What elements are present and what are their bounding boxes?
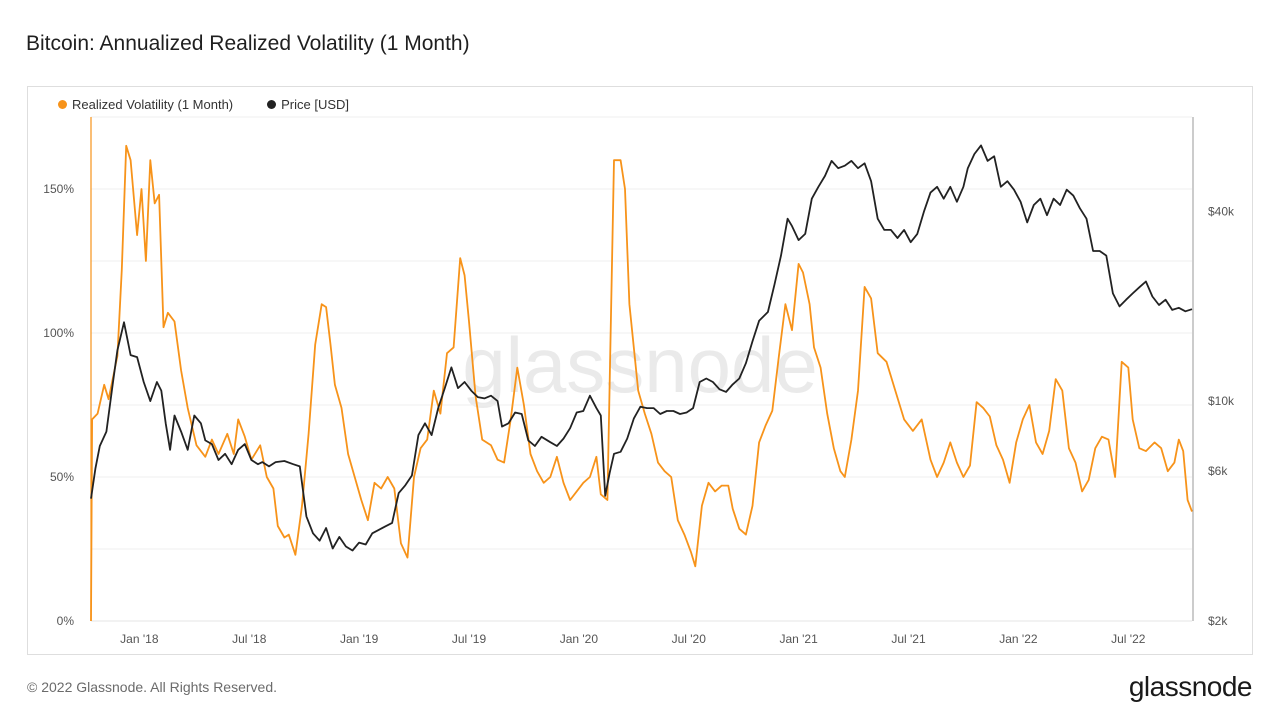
y-left-tick-label: 50% xyxy=(50,470,74,484)
x-tick-label: Jul '21 xyxy=(891,632,926,646)
x-tick-label: Jul '19 xyxy=(452,632,487,646)
y-left-tick-label: 150% xyxy=(43,182,74,196)
x-tick-label: Jan '20 xyxy=(560,632,599,646)
x-tick-label: Jan '21 xyxy=(779,632,818,646)
legend-dot-price xyxy=(267,100,277,109)
y-left-tick-label: 100% xyxy=(43,326,74,340)
legend-label-price: Price [USD] xyxy=(281,97,350,112)
chart-legend: Realized Volatility (1 Month) Price [USD… xyxy=(58,97,349,112)
series-layer xyxy=(90,144,1193,622)
y-right-tick-label: $40k xyxy=(1208,205,1235,219)
legend-label-volatility: Realized Volatility (1 Month) xyxy=(72,97,234,112)
legend-item-volatility[interactable]: Realized Volatility (1 Month) xyxy=(58,97,233,112)
y-right-tick-label: $10k xyxy=(1208,394,1235,408)
x-tick-label: Jul '22 xyxy=(1111,632,1146,646)
x-tick-label: Jan '22 xyxy=(999,632,1038,646)
brand-logo: glassnode xyxy=(1128,671,1253,702)
x-tick-label: Jan '18 xyxy=(120,632,159,646)
x-tick-label: Jan '19 xyxy=(340,632,379,646)
y-right-tick-label: $2k xyxy=(1208,614,1228,628)
chart-panel xyxy=(27,86,1253,655)
grid-lines xyxy=(91,116,1192,550)
legend-item-price[interactable]: Price [USD] xyxy=(267,97,349,112)
x-tick-label: Jul '20 xyxy=(672,632,707,646)
y-left-tick-label: 0% xyxy=(57,614,75,628)
axes: 0% 50% 100% 150% $2k $6k $10k $40k Jan '18 Jul '1… xyxy=(43,117,1235,646)
copyright: © 2022 Glassnode. All Rights Reserved. xyxy=(27,679,278,695)
y-right-tick-label: $6k xyxy=(1208,464,1228,478)
price-line xyxy=(90,144,1193,552)
x-tick-label: Jul '18 xyxy=(232,632,267,646)
volatility-line xyxy=(90,144,1193,622)
legend-dot-volatility xyxy=(58,100,67,109)
chart-title: Bitcoin: Annualized Realized Volatility … xyxy=(26,32,470,55)
